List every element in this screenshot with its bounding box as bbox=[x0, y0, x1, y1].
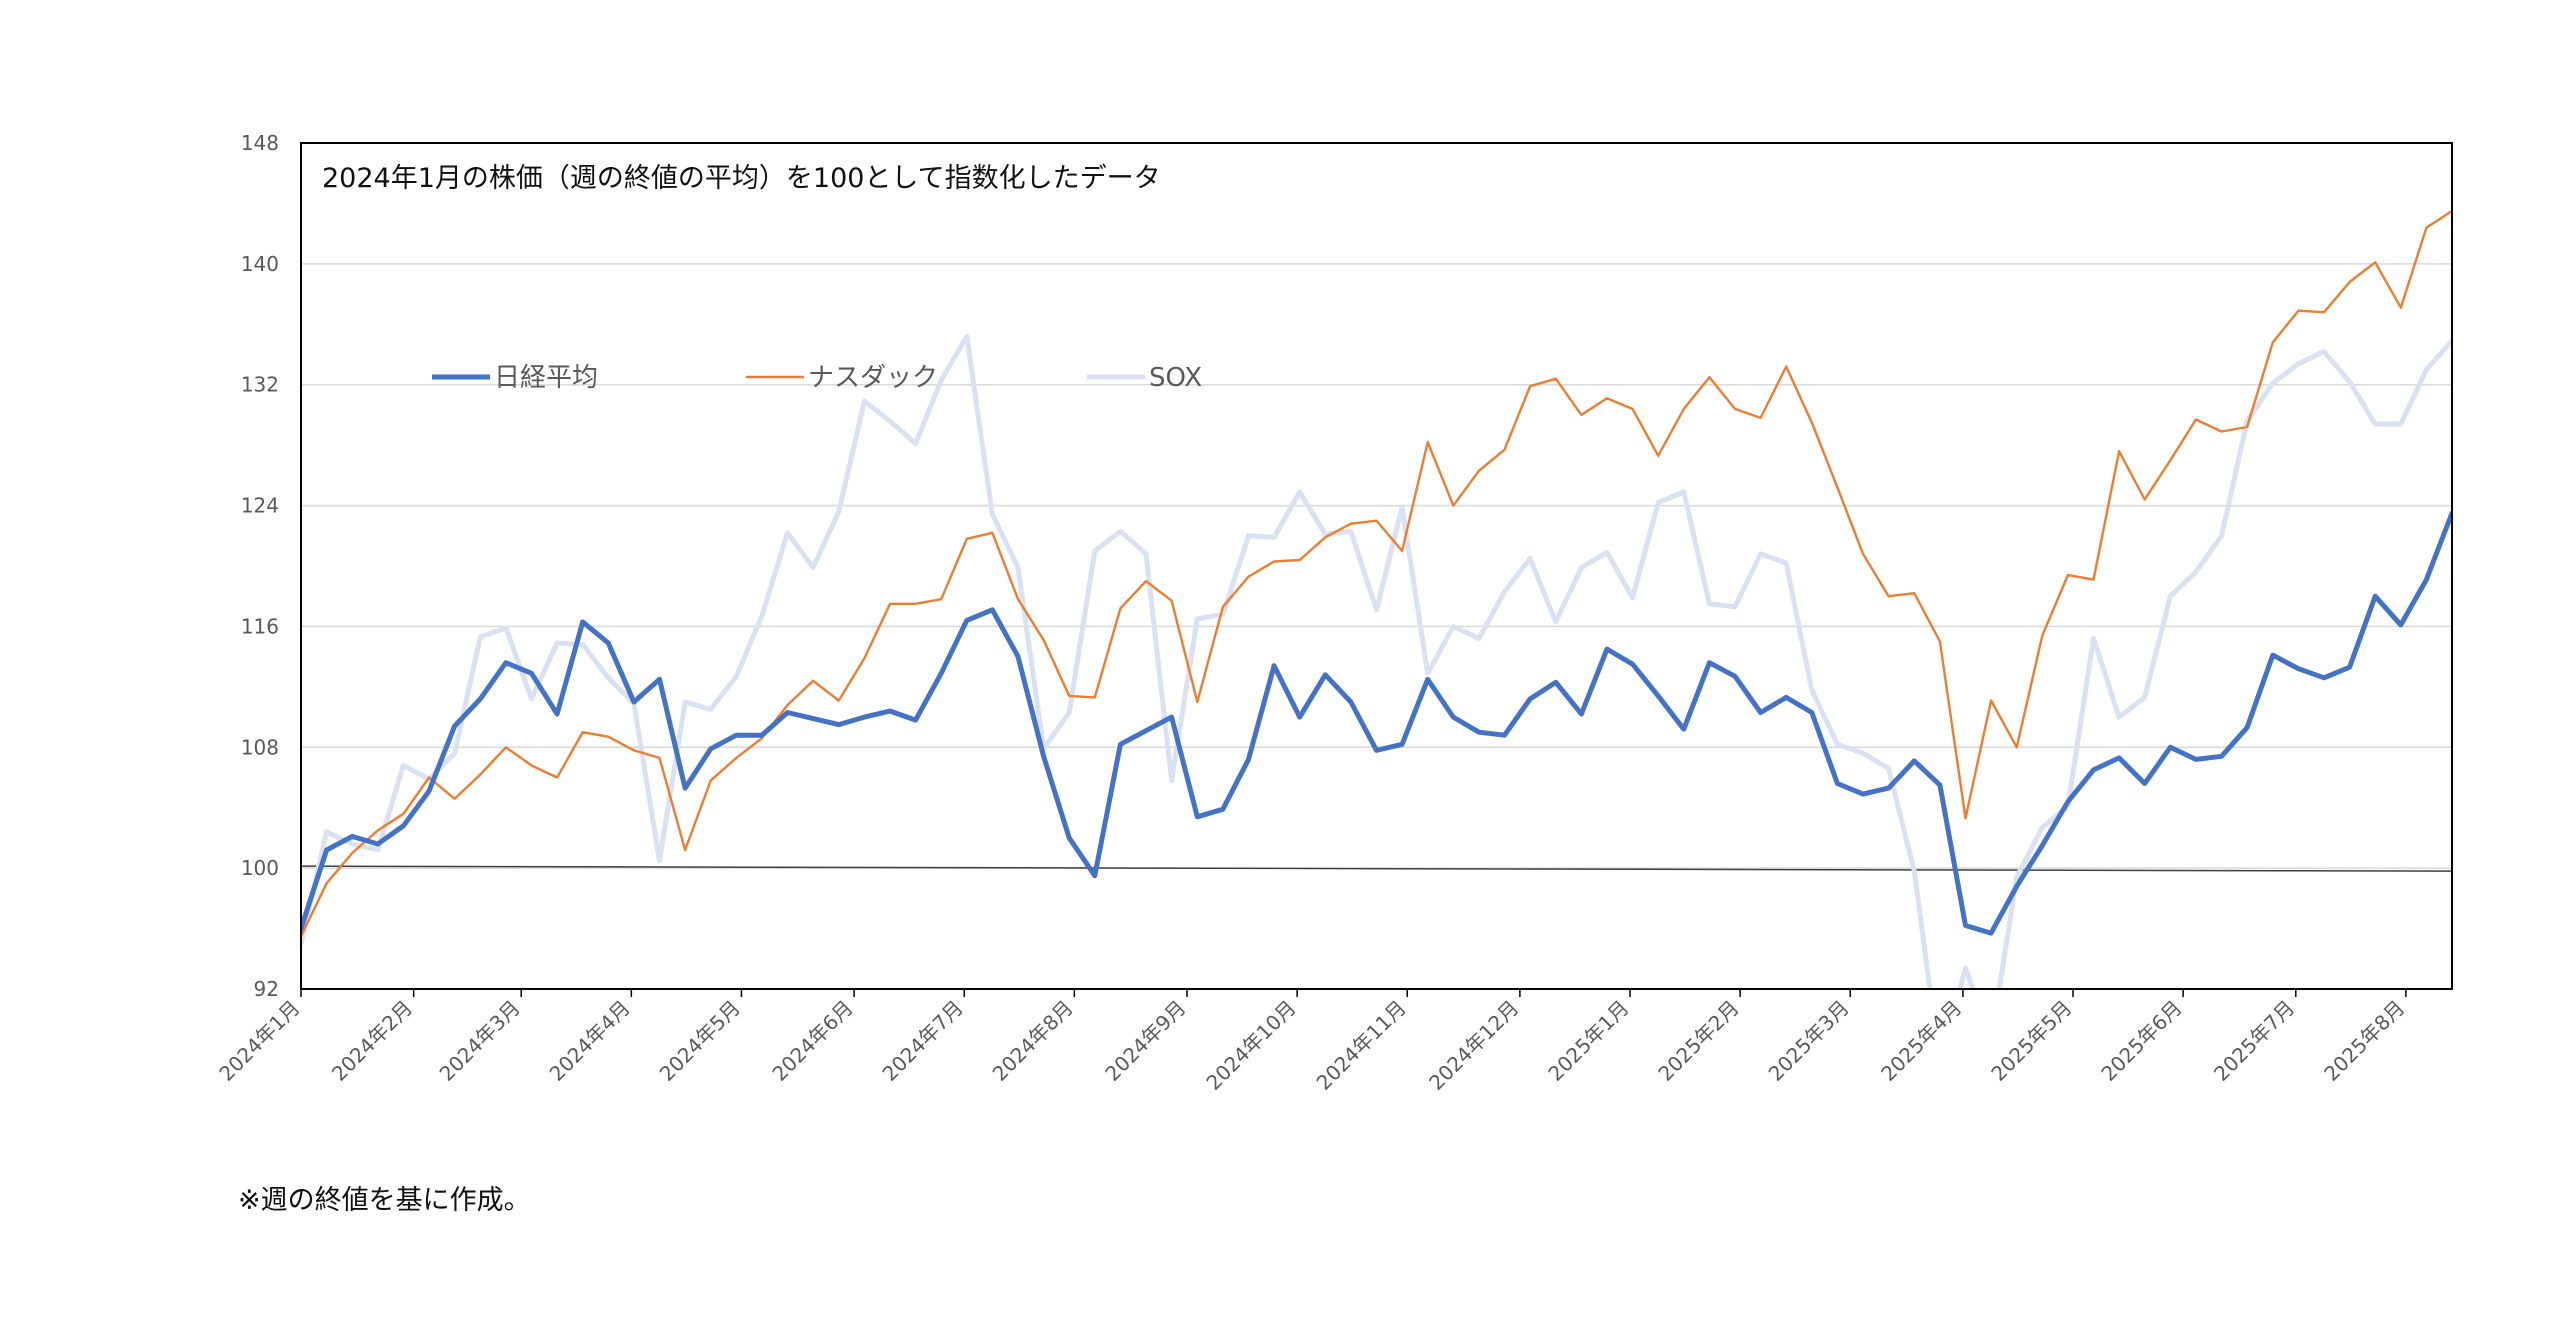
y-tick-label: 108 bbox=[241, 735, 279, 759]
footnote: ※週の終値を基に作成。 bbox=[238, 1185, 531, 1216]
legend-label: SOX bbox=[1149, 363, 1202, 393]
series-line-ナスダック bbox=[301, 209, 2452, 938]
x-tick-label: 2024年4月 bbox=[545, 996, 635, 1086]
reference-line bbox=[300, 865, 2453, 872]
y-tick-label: 124 bbox=[241, 494, 279, 518]
legend-label: 日経平均 bbox=[494, 363, 598, 393]
y-tick-label: 92 bbox=[254, 977, 279, 1001]
chart-annotation: 2024年1月の株価（週の終値の平均）を100として指数化したデータ bbox=[322, 163, 1161, 194]
series-line-SOX bbox=[301, 333, 2452, 989]
x-tick-label: 2025年1月 bbox=[1543, 996, 1633, 1086]
x-tick-label: 2024年7月 bbox=[878, 996, 968, 1086]
x-tick-label: 2025年3月 bbox=[1764, 996, 1854, 1086]
x-tick-label: 2024年9月 bbox=[1100, 996, 1190, 1086]
x-tick-label: 2025年6月 bbox=[2096, 996, 2186, 1086]
x-tick-label: 2024年3月 bbox=[435, 996, 525, 1086]
plot-area-border bbox=[300, 142, 2453, 990]
y-tick-label: 100 bbox=[241, 856, 279, 880]
y-tick-label: 116 bbox=[241, 614, 279, 638]
legend-label: ナスダック bbox=[808, 363, 938, 393]
reference-line-100 bbox=[300, 865, 2453, 872]
x-tick-label: 2024年11月 bbox=[1312, 996, 1411, 1095]
series-lines bbox=[301, 209, 2452, 989]
x-tick-label: 2025年7月 bbox=[2209, 996, 2299, 1086]
y-axis: 92 100 108 116 124 132 140 148 bbox=[241, 131, 279, 1001]
y-tick-label: 148 bbox=[241, 131, 279, 155]
x-tick-label: 2025年5月 bbox=[1986, 996, 2076, 1086]
gridlines bbox=[301, 263, 2452, 869]
x-tick-label: 2025年8月 bbox=[2319, 996, 2409, 1086]
x-tick-label: 2025年2月 bbox=[1653, 996, 1743, 1086]
y-tick-label: 140 bbox=[241, 252, 279, 276]
x-tick-label: 2025年4月 bbox=[1876, 996, 1966, 1086]
x-tick-label: 2024年2月 bbox=[327, 996, 417, 1086]
x-tick-label: 2024年8月 bbox=[988, 996, 1078, 1086]
y-tick-label: 132 bbox=[241, 373, 279, 397]
x-axis: 2024年1月 2024年2月 2024年3月 2024年4月 2024年5月 2024年… bbox=[214, 989, 2409, 1095]
legend: 日経平均 ナスダック SOX bbox=[432, 363, 1202, 393]
series-line-日経平均 bbox=[301, 510, 2452, 936]
x-tick-label: 2024年12月 bbox=[1424, 996, 1523, 1095]
x-tick-label: 2024年10月 bbox=[1201, 996, 1300, 1095]
x-tick-label: 2024年1月 bbox=[214, 996, 304, 1086]
x-tick-label: 2024年6月 bbox=[767, 996, 857, 1086]
x-tick-label: 2024年5月 bbox=[655, 996, 745, 1086]
